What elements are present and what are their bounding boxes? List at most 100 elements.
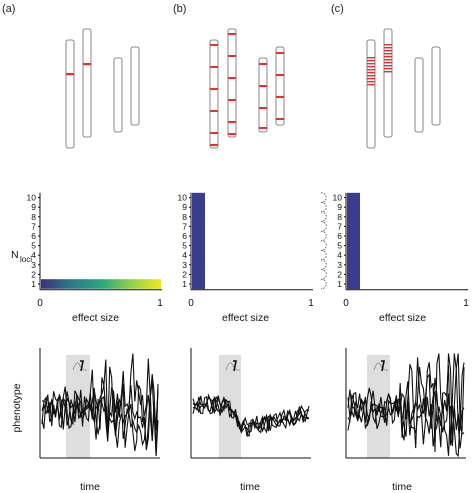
heatmap-cell <box>192 212 205 222</box>
x-tick-label: 1 <box>308 298 314 309</box>
phenotype-axis-label: phenotype <box>11 383 23 432</box>
chromosome <box>130 46 140 126</box>
x-axis-label-c: effect size <box>379 312 426 324</box>
chromosome <box>82 28 92 138</box>
phenotype-trace <box>347 353 465 453</box>
chromosome <box>431 46 441 126</box>
phenotype-trace <box>347 387 465 458</box>
y-tick-label: 7 <box>337 221 342 231</box>
y-tick-label: 3 <box>337 260 342 270</box>
y-tick-label: 1 <box>31 279 36 289</box>
heatmap-cell <box>347 260 360 270</box>
heatmap-cell <box>192 231 205 242</box>
chromosome <box>209 39 219 149</box>
fitness-landscape-icon <box>72 362 88 371</box>
x-tick-label: 0 <box>37 298 43 309</box>
x-axis-label-b: effect size <box>222 312 269 324</box>
y-tick-label: 4 <box>337 250 342 260</box>
locus-marker <box>83 63 91 66</box>
chromosome <box>65 39 75 149</box>
y-tick-label: 5 <box>182 241 187 251</box>
y-axis-label: N <box>11 249 19 261</box>
phenotype-panel-b <box>190 348 311 459</box>
y-tick-label: 2 <box>337 269 342 279</box>
heatmap-cell <box>347 231 360 242</box>
y-tick-label: 10 <box>178 193 188 203</box>
chromosome <box>414 57 424 133</box>
y-tick-label: 8 <box>31 212 36 222</box>
y-tick-label: 8 <box>337 212 342 222</box>
heatmap-cell <box>192 240 205 251</box>
x-tick-label: 0 <box>188 298 194 309</box>
heatmap-cell <box>347 269 360 280</box>
panel-a-label: (a) <box>2 3 15 15</box>
locus-marker <box>66 73 74 76</box>
phenotype-panel-a <box>39 348 160 459</box>
y-tick-label: 4 <box>31 250 36 260</box>
y-tick-label: 2 <box>182 269 187 279</box>
chromosomes-a <box>65 28 140 149</box>
x-axis-label-a: effect size <box>72 312 119 324</box>
chromosome <box>113 57 123 133</box>
heatmap-cell <box>192 221 205 232</box>
time-label-b: time <box>240 481 260 493</box>
locus-markers-c <box>367 44 392 86</box>
fitness-landscape-icon <box>225 362 241 371</box>
x-tick-label: 1 <box>463 298 469 309</box>
heatmap-cell <box>347 202 360 213</box>
panel-b-label: (b) <box>173 3 186 15</box>
arrow-icon <box>381 360 385 372</box>
chromosomes-b <box>209 28 285 149</box>
phenotype-trace <box>192 395 310 438</box>
heatmap-cell <box>347 279 360 290</box>
y-tick-label: 2 <box>31 269 36 279</box>
heatmap-cell <box>192 269 205 280</box>
locus-markers-b <box>210 33 284 146</box>
chromosome <box>275 46 285 126</box>
x-tick-label: 0 <box>343 298 349 309</box>
chromosome <box>366 39 376 149</box>
panel-c-label: (c) <box>331 3 344 15</box>
phenotype-trace <box>347 390 465 447</box>
y-tick-label: 7 <box>182 221 187 231</box>
y-axis-label-subscript: loci <box>20 255 32 264</box>
y-tick-label: 1 <box>182 279 187 289</box>
y-tick-label: 9 <box>31 202 36 212</box>
heatmap-cell <box>192 250 205 261</box>
chromosome <box>258 57 268 133</box>
y-tick-label: 5 <box>337 241 342 251</box>
time-label-c: time <box>392 481 412 493</box>
time-label-a: time <box>80 481 100 493</box>
y-tick-label: 7 <box>31 221 36 231</box>
y-tick-label: 3 <box>31 260 36 270</box>
y-tick-label: 4 <box>182 250 187 260</box>
y-tick-label: 1 <box>337 279 342 289</box>
heatmap-cell <box>192 192 205 203</box>
phenotype-trace <box>347 353 465 449</box>
heatmap-cell <box>192 202 205 213</box>
chromosomes-c <box>366 28 441 149</box>
heatmap-cell <box>192 260 205 270</box>
x-tick-label: 1 <box>157 298 163 309</box>
y-tick-label: 5 <box>31 241 36 251</box>
y-tick-label: 9 <box>182 202 187 212</box>
y-tick-label: 6 <box>337 231 342 241</box>
heatmap-cell <box>347 250 360 261</box>
y-tick-label: 9 <box>337 202 342 212</box>
heatmap-cell <box>347 192 360 203</box>
arrow-icon <box>233 360 237 372</box>
heatmap-cell <box>41 279 161 289</box>
trace-panels <box>39 348 466 459</box>
y-tick-label: 3 <box>182 260 187 270</box>
phenotype-trace <box>41 389 159 447</box>
heatmap-cell <box>347 221 360 232</box>
phenotype-panel-c <box>345 348 466 459</box>
phenotype-trace <box>41 353 159 456</box>
y-tick-label: 6 <box>182 231 187 241</box>
y-tick-label: 8 <box>182 212 187 222</box>
